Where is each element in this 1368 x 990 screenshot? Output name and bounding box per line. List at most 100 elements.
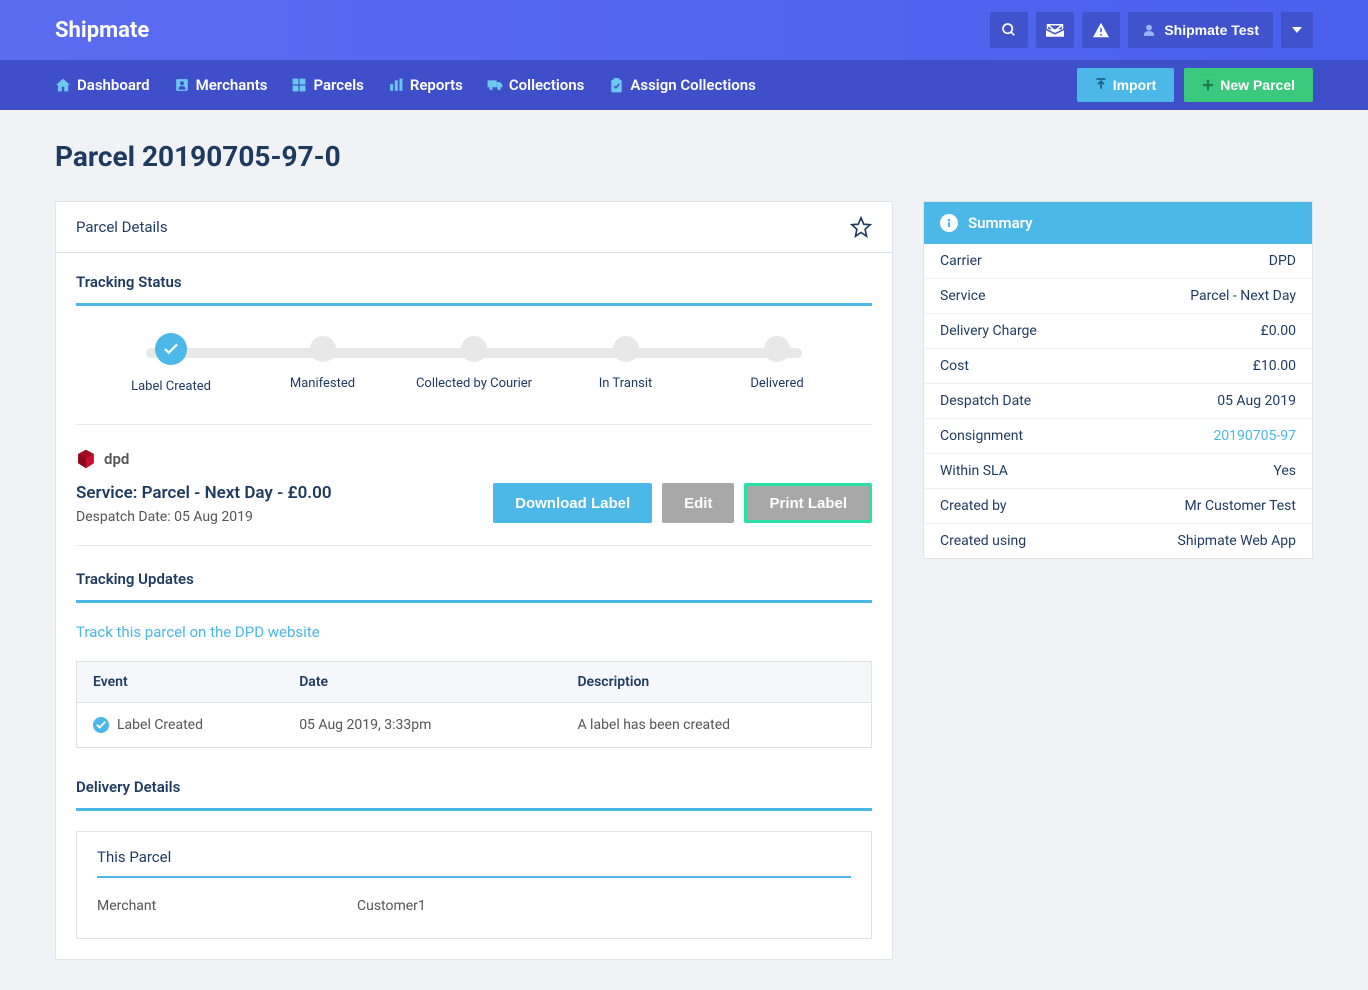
summary-row: Service Parcel - Next Day	[924, 279, 1312, 314]
event-date: 05 Aug 2019, 3:33pm	[283, 703, 561, 748]
nav-collections[interactable]: Collections	[487, 76, 585, 94]
print-label-button[interactable]: Print Label	[744, 483, 872, 523]
user-icon	[1142, 23, 1156, 37]
step-dot	[461, 336, 487, 362]
plus-icon	[1202, 79, 1214, 91]
upload-icon	[1095, 78, 1107, 92]
navbar: Dashboard Merchants Parcels Reports Coll…	[0, 60, 1368, 110]
tracking-updates-title: Tracking Updates	[76, 570, 872, 588]
col-event: Event	[77, 662, 284, 703]
summary-value: Parcel - Next Day	[1190, 288, 1296, 304]
col-description: Description	[561, 662, 871, 703]
dpd-logo-icon	[76, 449, 96, 469]
step-dot	[613, 336, 639, 362]
alert-button[interactable]	[1082, 12, 1120, 48]
summary-key: Delivery Charge	[940, 323, 1037, 339]
step-delivered: Delivered	[712, 336, 842, 391]
summary-row: Cost£10.00	[924, 349, 1312, 384]
topbar-actions: Shipmate Test	[990, 12, 1313, 48]
topbar: Shipmate Shipmate Test	[0, 0, 1368, 60]
summary-key: Created using	[940, 533, 1026, 549]
divider	[76, 545, 872, 546]
summary-value: 05 Aug 2019	[1217, 393, 1296, 409]
favorite-button[interactable]	[850, 216, 872, 238]
summary-value: DPD	[1269, 253, 1296, 269]
carrier-name: dpd	[104, 450, 129, 468]
logo[interactable]: Shipmate	[55, 18, 149, 43]
divider	[76, 808, 872, 811]
merchant-val: Customer1	[357, 898, 426, 914]
nav-reports[interactable]: Reports	[388, 76, 463, 94]
divider	[76, 424, 872, 425]
nav-right: Import New Parcel	[1077, 68, 1313, 102]
step-dot	[764, 336, 790, 362]
service-line: Service: Parcel - Next Day - £0.00	[76, 483, 332, 503]
table-row: Label Created 05 Aug 2019, 3:33pm A labe…	[77, 703, 872, 748]
summary-key: Despatch Date	[940, 393, 1031, 409]
merchant-key: Merchant	[97, 898, 357, 914]
nav-left: Dashboard Merchants Parcels Reports Coll…	[55, 76, 756, 94]
reports-icon	[388, 77, 404, 93]
step-label-created: Label Created	[106, 336, 236, 394]
col-date: Date	[283, 662, 561, 703]
user-menu-button[interactable]: Shipmate Test	[1128, 12, 1273, 48]
summary-value: £0.00	[1261, 323, 1296, 339]
summary-value: Mr Customer Test	[1185, 498, 1296, 514]
import-button[interactable]: Import	[1077, 68, 1175, 102]
nav-assign-collections[interactable]: Assign Collections	[608, 76, 755, 94]
search-button[interactable]	[990, 12, 1028, 48]
nav-merchants[interactable]: Merchants	[174, 76, 268, 94]
delivery-subtitle: This Parcel	[97, 848, 851, 866]
step-dot	[310, 336, 336, 362]
summary-row: Despatch Date 05 Aug 2019	[924, 384, 1312, 419]
divider	[76, 600, 872, 603]
summary-value[interactable]: 20190705-97	[1213, 428, 1296, 444]
step-dot-active	[155, 333, 187, 365]
summary-row: Consignment20190705-97	[924, 419, 1312, 454]
track-external-link[interactable]: Track this parcel on the DPD website	[76, 623, 872, 641]
summary-key: Within SLA	[940, 463, 1008, 479]
page-title: Parcel 20190705-97-0	[55, 140, 1313, 173]
carrier-row: dpd	[76, 449, 872, 469]
updates-table: Event Date Description	[76, 661, 872, 748]
nav-parcels[interactable]: Parcels	[291, 76, 363, 94]
step-transit: In Transit	[561, 336, 691, 391]
caret-down-icon	[1292, 27, 1302, 33]
summary-key: Service	[940, 288, 986, 304]
info-icon	[940, 214, 958, 232]
summary-value: Yes	[1273, 463, 1296, 479]
event-name: Label Created	[117, 717, 203, 733]
step-collected: Collected by Courier	[409, 336, 539, 391]
home-icon	[55, 77, 71, 93]
inbox-button[interactable]	[1036, 12, 1074, 48]
tracking-progress: Label Created Manifested Collected by Co…	[76, 326, 872, 394]
search-icon	[1001, 22, 1017, 38]
nav-dashboard[interactable]: Dashboard	[55, 76, 150, 94]
summary-key: Cost	[940, 358, 969, 374]
divider	[76, 303, 872, 306]
delivery-box: This Parcel Merchant Customer1	[76, 831, 872, 939]
check-icon	[163, 343, 179, 355]
summary-value: Shipmate Web App	[1178, 533, 1296, 549]
user-label: Shipmate Test	[1164, 22, 1259, 38]
truck-icon	[487, 77, 503, 93]
parcels-icon	[291, 77, 307, 93]
summary-row: Created using Shipmate Web App	[924, 524, 1312, 558]
divider	[97, 876, 851, 878]
tracking-status-title: Tracking Status	[76, 273, 872, 291]
merchant-icon	[174, 77, 190, 93]
event-check-icon	[93, 717, 109, 733]
summary-row: Created byMr Customer Test	[924, 489, 1312, 524]
alert-icon	[1092, 22, 1110, 38]
delivery-details-title: Delivery Details	[76, 778, 872, 796]
summary-row: Delivery Charge £0.00	[924, 314, 1312, 349]
event-description: A label has been created	[561, 703, 871, 748]
new-parcel-button[interactable]: New Parcel	[1184, 68, 1313, 102]
summary-row: Within SLA Yes	[924, 454, 1312, 489]
parcel-details-panel: Parcel Details Tracking Status	[55, 201, 893, 960]
edit-button[interactable]: Edit	[662, 483, 734, 523]
clipboard-icon	[608, 77, 624, 93]
download-label-button[interactable]: Download Label	[493, 483, 652, 523]
user-menu-caret[interactable]	[1281, 12, 1313, 48]
summary-row: CarrierDPD	[924, 244, 1312, 279]
